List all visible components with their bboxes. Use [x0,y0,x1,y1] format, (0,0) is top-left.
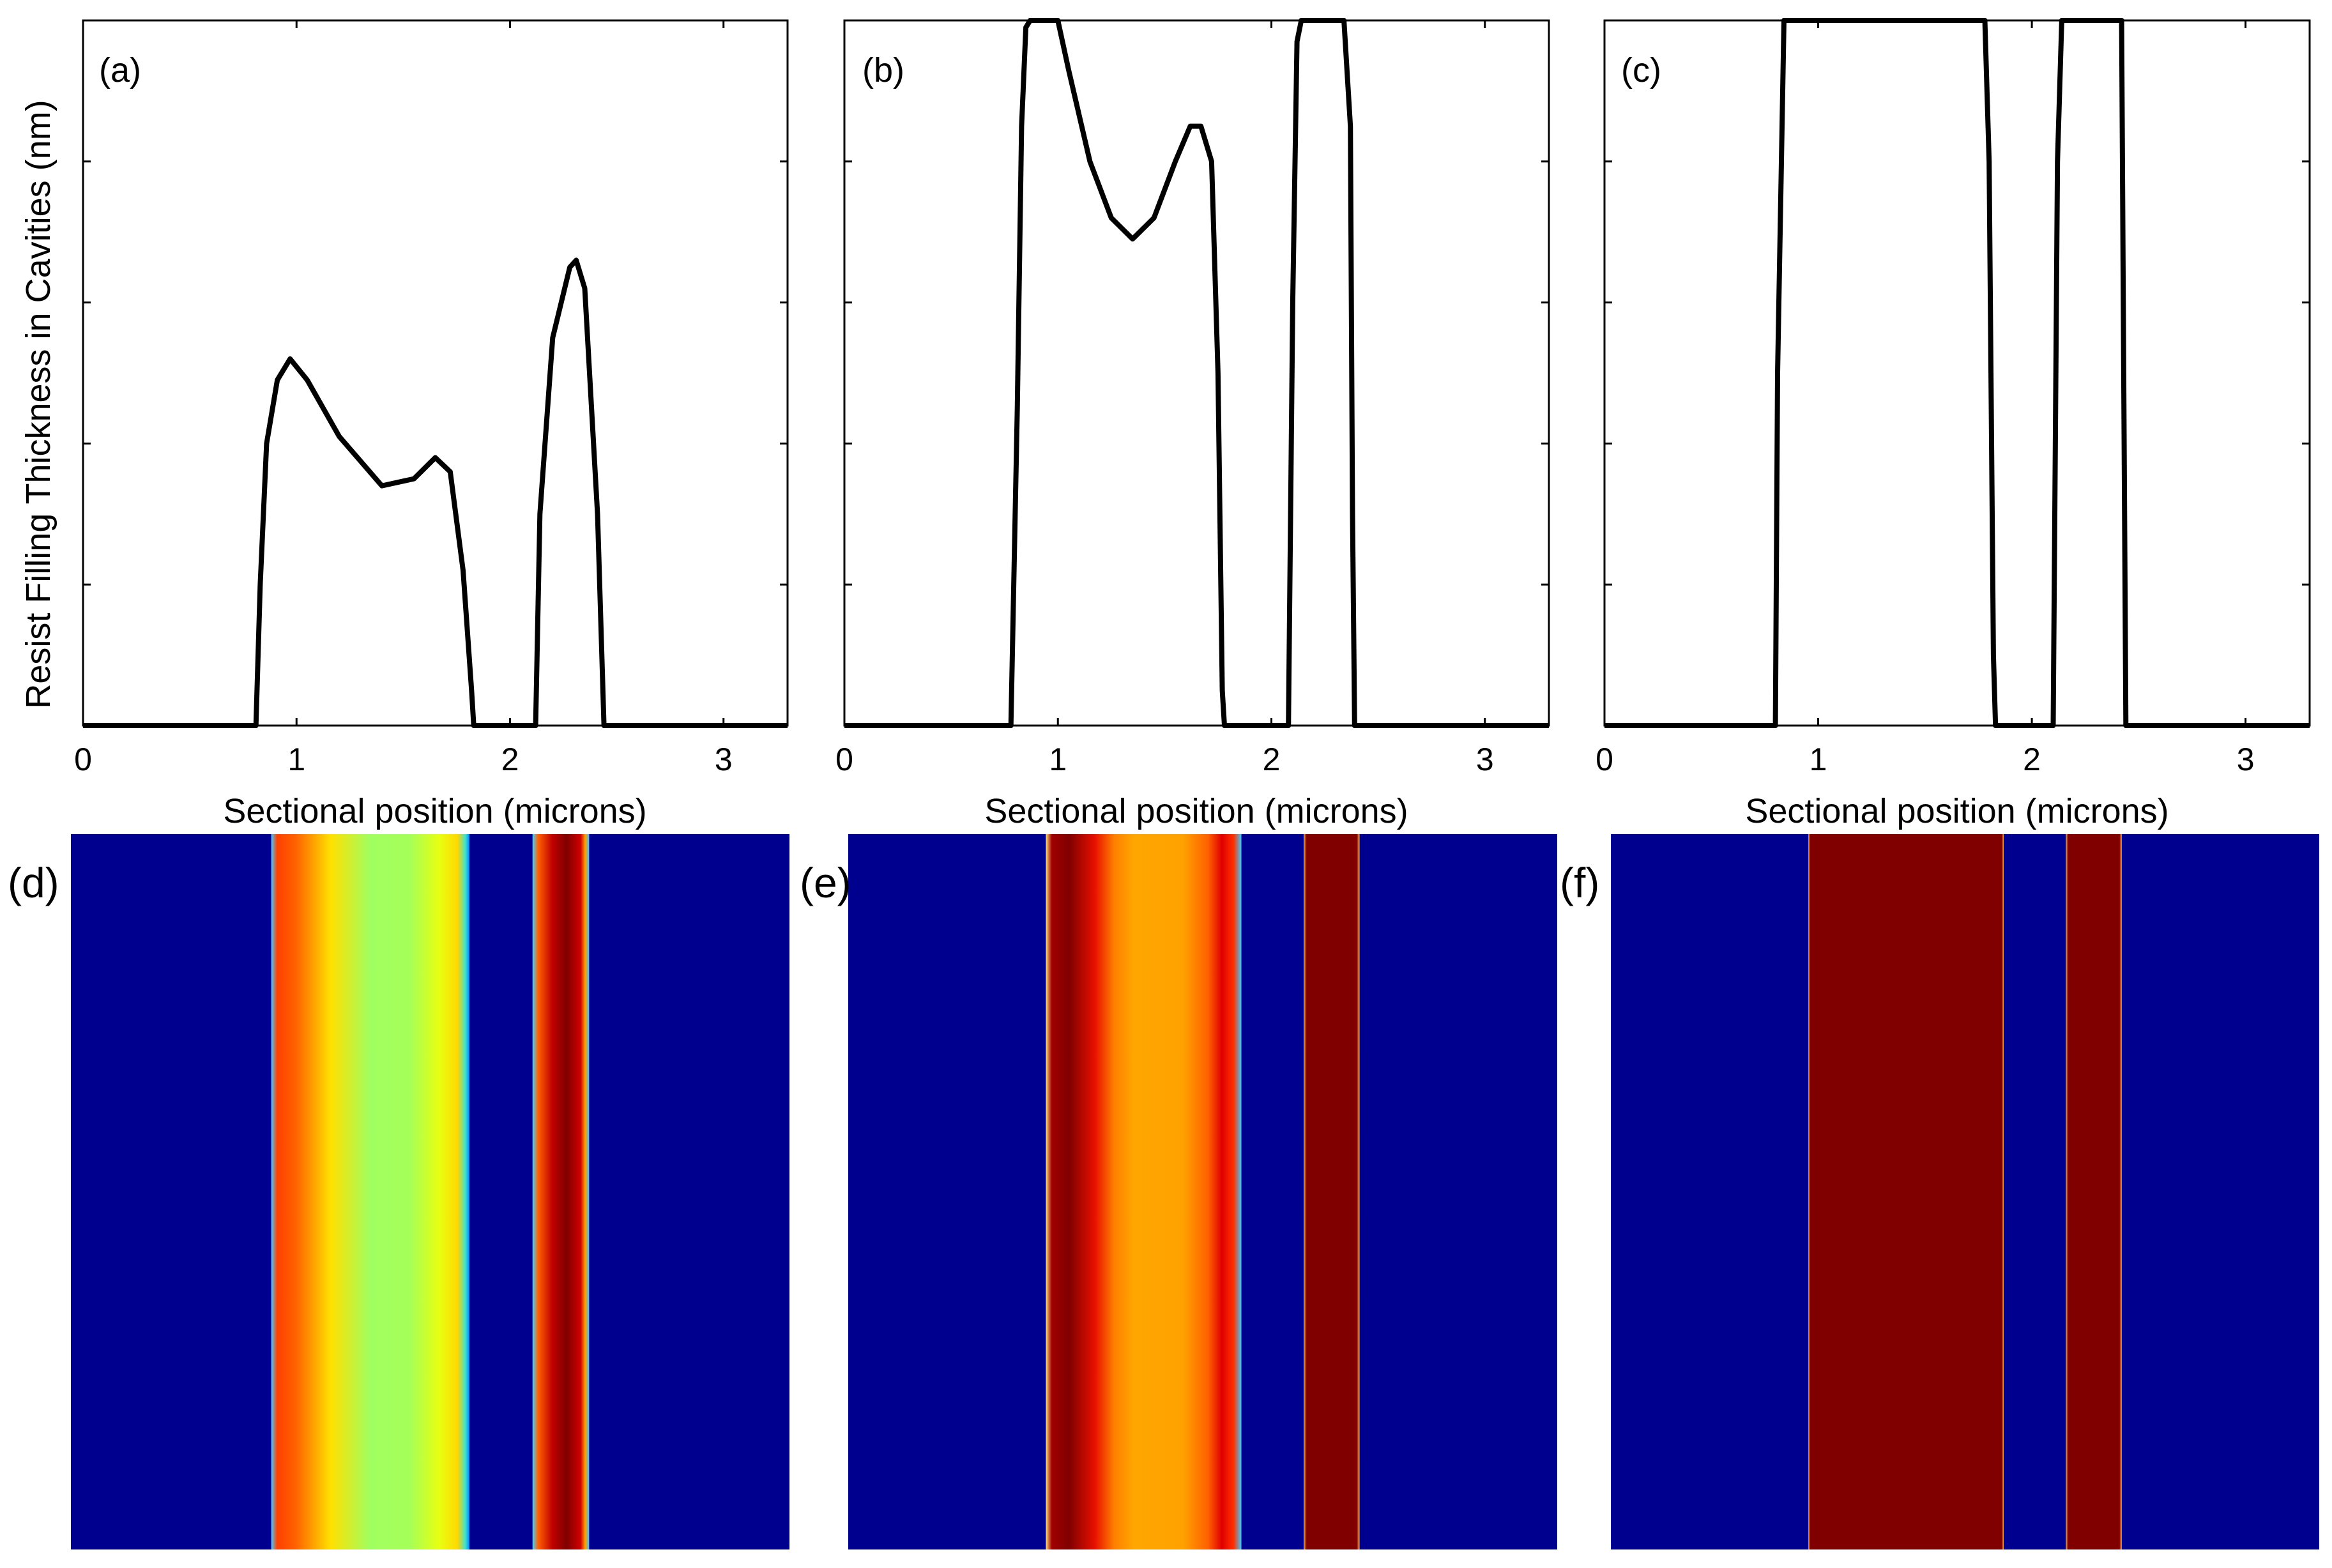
line-panel-b: 0 1 2 3 (b) Sectional position (microns) [835,18,1550,830]
heatmap-panel-d: (d) [8,834,789,1549]
x-tick-label: 1 [287,742,305,777]
axes-frame [1603,19,2311,727]
x-tick-label: 1 [1810,742,1827,777]
x-tick-label: 0 [74,742,92,777]
profile-curve [83,257,788,728]
profile-curve [1604,18,2310,728]
heatmap-panel-e: (e) [800,834,1557,1549]
panel-label: (c) [1621,51,1661,89]
x-axis-label: Sectional position (microns) [1745,792,2168,830]
x-tick-label: 3 [1476,742,1494,777]
axes-frame [843,19,1550,727]
axes-frame [82,19,789,727]
heatmap-band [2066,834,2122,1549]
x-axis-label: Sectional position (microns) [223,792,646,830]
panel-label: (e) [800,859,851,906]
x-axis-label: Sectional position (microns) [984,792,1408,830]
heatmap-band [1304,834,1360,1549]
heatmap-band [1046,834,1242,1549]
x-tick-label: 0 [1596,742,1613,777]
heatmap-panel-f: (f) [1560,834,2319,1549]
x-tick-label: 3 [715,742,733,777]
panel-label: (a) [99,51,141,89]
y-axis-label: Resist Filling Thickness in Cavities (nm… [19,100,57,708]
heatmap-band [532,834,590,1549]
x-tick-label: 2 [501,742,519,777]
x-tick-label: 3 [2237,742,2255,777]
panel-label: (f) [1560,859,1599,906]
x-tick-label: 2 [1263,742,1281,777]
heatmap-band [271,834,469,1549]
x-tick-label: 2 [2023,742,2041,777]
profile-curve [844,18,1549,728]
x-tick-label: 0 [835,742,853,777]
heatmap-band [1808,834,2004,1549]
line-panel-c: 0 1 2 3 (c) Sectional position (microns) [1596,18,2311,830]
x-tick-label: 1 [1049,742,1067,777]
panel-label: (d) [8,859,59,906]
panel-label: (b) [862,51,904,89]
line-panel-a: 0 1 2 3 (a) Sectional position (microns) [74,19,789,830]
